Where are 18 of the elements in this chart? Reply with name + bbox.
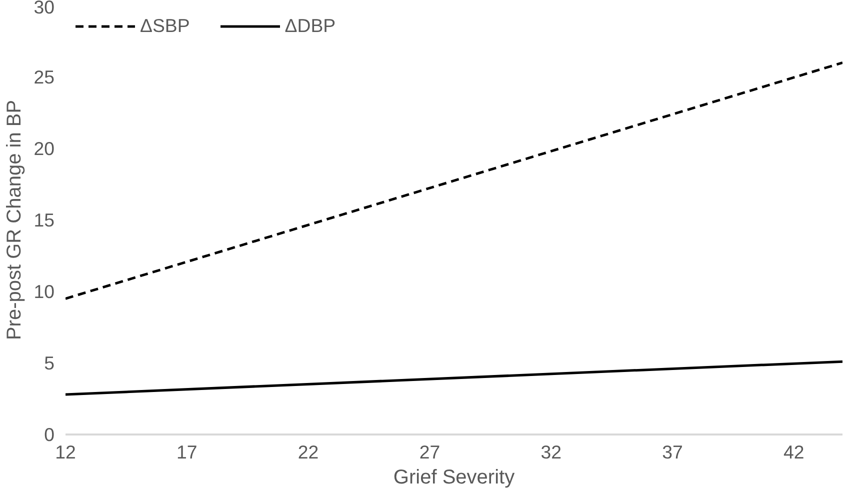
legend-label: ΔSBP — [140, 15, 190, 37]
x-tick-label: 17 — [176, 442, 198, 462]
y-tick-label: 5 — [44, 352, 55, 374]
x-tick-label: 37 — [662, 442, 683, 462]
y-tick-label: 0 — [44, 424, 55, 445]
x-tick-label: 22 — [298, 442, 319, 462]
y-tick-label: 20 — [34, 138, 55, 159]
y-tick-label: 30 — [34, 0, 55, 18]
y-tick-label: 25 — [34, 66, 55, 88]
x-axis-title: Grief Severity — [393, 466, 515, 488]
x-tick-label: 32 — [540, 442, 562, 462]
y-tick-label: 10 — [34, 281, 55, 302]
x-tick-label: 27 — [419, 442, 440, 462]
y-tick-label: 15 — [34, 210, 55, 230]
x-tick-label: 12 — [55, 442, 76, 462]
legend-label: ΔDBP — [284, 15, 336, 37]
y-axis-title: Pre-post GR Change in BP — [4, 100, 26, 340]
x-tick-label: 42 — [784, 442, 804, 462]
